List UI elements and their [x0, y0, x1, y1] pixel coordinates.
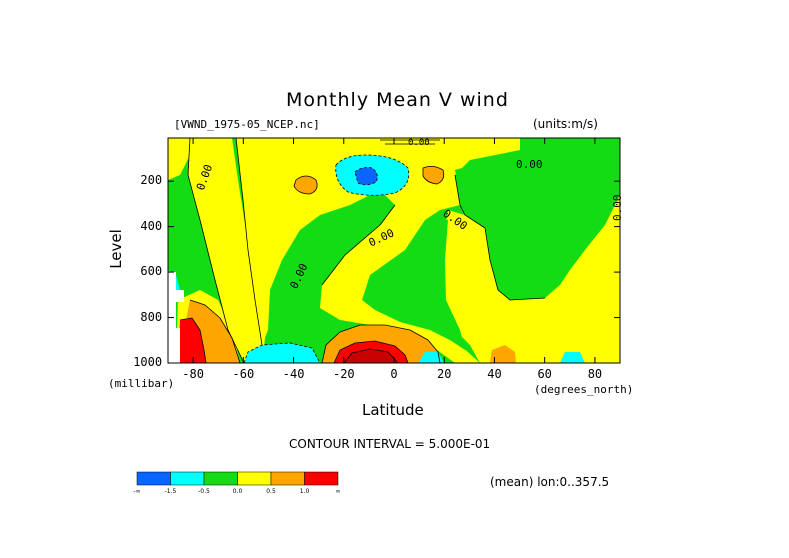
y-units-label: (millibar)	[108, 377, 175, 390]
red-contour-tropic	[333, 340, 409, 364]
orange-contour-upper	[293, 175, 318, 195]
colorbar-swatch	[170, 471, 205, 486]
y-tick-label: 1000	[133, 355, 163, 369]
cyan-region-south	[244, 343, 320, 363]
y-axis-title: Level	[106, 229, 125, 269]
zero-contour-mid	[235, 137, 263, 346]
red-contour-south	[179, 317, 207, 364]
dataset-label: [VWND_1975-05_NCEP.nc]	[174, 118, 320, 131]
colorbar-swatch	[270, 471, 305, 486]
plot-area: 0.00 0.00 0.00 0.00 0.00 0.00 0.00	[167, 137, 624, 364]
contour-lines	[179, 137, 546, 364]
x-tick-label: -80	[182, 367, 204, 381]
colorbar-label: 1.0	[300, 488, 310, 495]
yellow-region-west	[188, 138, 266, 363]
x-tick-label: -40	[282, 367, 305, 381]
x-axis-ticks	[192, 138, 596, 363]
cyan-region-eq	[418, 352, 444, 363]
x-tick-label: 60	[537, 367, 552, 381]
cyan-region-east	[560, 352, 585, 363]
missing-data-notch	[176, 290, 184, 302]
x-tick-label: -60	[232, 367, 255, 381]
x-tick-label: 80	[587, 367, 603, 381]
x-units-label: (degrees_north)	[534, 383, 634, 396]
y-tick-label: 800	[140, 309, 163, 324]
blue-contour	[354, 167, 378, 186]
colorbar-label: -0.5	[198, 488, 210, 495]
colorbar: -∞ -1.5 -0.5 0.0 0.5 1.0 ∞	[133, 471, 341, 495]
red-region-dark	[344, 349, 398, 363]
contour-label: 0.00	[408, 138, 430, 148]
y-tick-label: 200	[140, 173, 163, 188]
colorbar-label: 0.5	[266, 488, 276, 495]
colorbar-label: -1.5	[165, 488, 177, 495]
y-tick-label: 600	[140, 264, 163, 279]
yellow-region-east	[440, 195, 620, 363]
green-region-ne	[455, 145, 612, 265]
y-tick-label: 400	[140, 218, 163, 233]
top-contours	[380, 139, 440, 145]
zero-contour-east	[454, 174, 546, 301]
zero-contour-center	[321, 204, 396, 286]
orange-contour-tropic	[321, 324, 441, 364]
contour-interval: CONTOUR INTERVAL = 5.000E-01	[289, 437, 491, 451]
contour-label: 0.00	[516, 158, 543, 171]
x-tick-label: 40	[487, 367, 502, 381]
colorbar-label: ∞	[336, 488, 341, 495]
y-axis-ticks	[168, 180, 620, 364]
colorbar-swatch	[237, 471, 272, 486]
orange-contour-south	[189, 299, 241, 364]
x-tick-label: 20	[437, 367, 452, 381]
units-label: (units:m/s)	[533, 117, 598, 131]
contour-label: 0.00	[611, 195, 624, 222]
x-axis-title: Latitude	[362, 401, 424, 419]
green-region-center	[368, 218, 465, 350]
colorbar-swatch	[203, 471, 238, 486]
x-tick-label: 0	[390, 367, 398, 381]
missing-data-notch-2	[176, 328, 180, 363]
colorbar-swatch	[304, 471, 339, 486]
colorbar-label: -∞	[133, 488, 140, 495]
colorbar-swatch	[136, 471, 171, 486]
x-tick-label: -20	[332, 367, 355, 381]
cyan-contour-south	[243, 342, 321, 364]
red-contour-dark	[343, 348, 399, 364]
red-region-south	[178, 318, 206, 363]
orange-region-east	[490, 345, 516, 363]
mean-lon-label: (mean) lon:0..357.5	[490, 475, 610, 489]
orange-contour-upper-2	[422, 166, 445, 185]
cyan-contour	[335, 154, 410, 196]
chart-title: Monthly Mean V wind	[286, 89, 509, 111]
colorbar-label: 0.0	[233, 488, 243, 495]
blue-region-upper	[355, 167, 378, 185]
contour-fills	[168, 138, 620, 363]
orange-region-upper-2	[423, 166, 444, 184]
orange-region-upper	[294, 176, 318, 194]
yellow-region-nw	[168, 138, 200, 180]
